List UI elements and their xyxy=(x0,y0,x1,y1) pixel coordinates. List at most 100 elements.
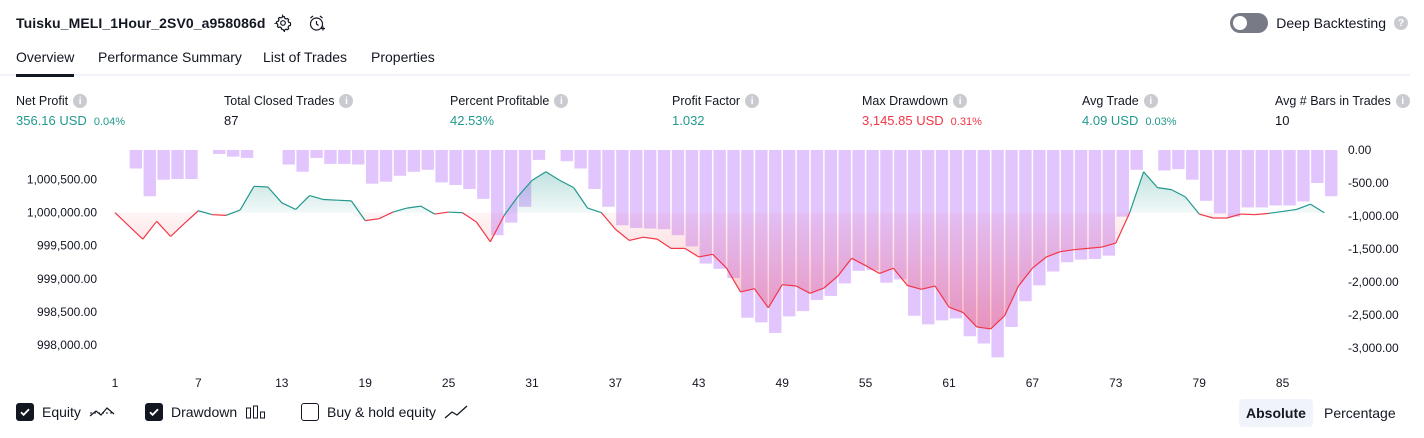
equity-line-segment xyxy=(365,218,380,222)
equity-line-segment xyxy=(1129,171,1145,213)
drawdown-bar xyxy=(1227,150,1241,217)
equity-drawdown-chart[interactable]: 1,000,500.00 1,000,000.00 999,500.00 999,00… xyxy=(0,140,1424,395)
drawdown-checkbox[interactable]: Drawdown xyxy=(145,403,267,421)
info-icon[interactable]: i xyxy=(1395,94,1410,108)
tab-performance-summary[interactable]: Performance Summary xyxy=(98,49,242,65)
equity-line-segment xyxy=(475,221,491,243)
settings-button[interactable] xyxy=(272,12,294,34)
equity-line-segment xyxy=(1046,251,1061,258)
x-axis-tick-label: 73 xyxy=(1109,376,1123,390)
deep-backtesting-toggle[interactable] xyxy=(1230,13,1269,33)
equity-line-segment xyxy=(295,195,311,210)
equity-line-segment xyxy=(350,200,366,221)
equity-line-segment xyxy=(462,212,477,223)
help-icon[interactable]: ? xyxy=(1394,16,1408,30)
equity-line-segment xyxy=(948,306,964,313)
equity-line-segment xyxy=(1296,203,1311,210)
metric-value: 1.032 xyxy=(672,113,705,128)
info-icon[interactable]: i xyxy=(745,94,760,108)
metric-label: Total Closed Trades xyxy=(224,94,335,108)
equity-line-segment xyxy=(823,275,839,289)
drawdown-bar xyxy=(1255,150,1268,208)
equity-checkbox[interactable]: Equity xyxy=(16,403,115,421)
tab-list-of-trades[interactable]: List of Trades xyxy=(263,49,348,65)
drawdown-bar xyxy=(643,150,657,229)
tab-overview[interactable]: Overview xyxy=(16,49,75,77)
drawdown-bar xyxy=(1283,150,1296,206)
equity-line-segment xyxy=(601,212,616,230)
drawdown-bar xyxy=(449,150,462,185)
equity-line-segment xyxy=(684,247,700,258)
equity-line-segment xyxy=(837,257,853,277)
equity-line-segment xyxy=(907,284,922,290)
drawdown-bar xyxy=(477,150,490,199)
x-axis-tick-label: 1 xyxy=(112,376,119,390)
info-icon[interactable]: i xyxy=(339,94,354,108)
drawdown-bar xyxy=(1158,150,1171,171)
equity-line-segment xyxy=(753,288,769,309)
report-tabs: Overview Performance Summary List of Tra… xyxy=(0,44,1410,77)
metric-value: 356.16 USD xyxy=(16,113,87,128)
drawdown-bar xyxy=(630,150,643,228)
absolute-mode-button[interactable]: Absolute xyxy=(1239,399,1313,427)
equity-line-segment xyxy=(337,199,352,202)
left-axis-tick-label: 998,000.00 xyxy=(37,338,97,352)
drawdown-bar xyxy=(1186,150,1199,180)
right-axis-tick-label: -2,000.00 xyxy=(1348,275,1399,289)
equity-line-segment xyxy=(323,198,338,201)
equity-line-segment xyxy=(434,211,449,215)
checkbox-unchecked[interactable] xyxy=(301,403,319,421)
left-axis-tick-label: 1,000,500.00 xyxy=(27,173,97,187)
x-axis-tick-label: 43 xyxy=(692,376,706,390)
equity-line-segment xyxy=(1087,246,1102,249)
equity-line-segment xyxy=(851,257,866,267)
drawdown-bar xyxy=(157,150,170,180)
info-icon[interactable]: i xyxy=(1143,94,1158,108)
equity-line-segment xyxy=(225,209,241,216)
tab-properties[interactable]: Properties xyxy=(371,49,435,65)
equity-line-segment xyxy=(1004,285,1020,316)
x-axis-tick-label: 37 xyxy=(609,376,623,390)
drawdown-bar xyxy=(1311,150,1324,184)
drawdown-bar xyxy=(310,150,323,158)
equity-line-segment xyxy=(559,179,574,189)
equity-line-segment xyxy=(309,194,324,201)
right-axis-tick-label: -500.00 xyxy=(1348,176,1389,190)
drawdown-bar xyxy=(324,150,337,164)
equity-line-segment xyxy=(1018,267,1033,287)
equity-line-segment xyxy=(990,315,1006,330)
metric-label: Avg # Bars in Trades xyxy=(1275,94,1391,108)
info-icon[interactable]: i xyxy=(554,94,569,108)
metric-percent: 0.04% xyxy=(93,116,126,128)
drawdown-bar xyxy=(1325,150,1338,197)
drawdown-bar xyxy=(574,150,587,169)
metric-value: 42.53% xyxy=(450,113,495,128)
info-icon[interactable]: i xyxy=(953,94,968,108)
x-axis-tick-label: 19 xyxy=(359,376,373,390)
buy-hold-line-icon xyxy=(444,405,468,419)
drawdown-bar xyxy=(657,150,671,230)
metric-total-closed-trades: Total Closed Trades i 87 xyxy=(224,94,354,128)
equity-line-segment xyxy=(879,267,894,275)
buy-hold-label: Buy & hold equity xyxy=(327,404,436,420)
x-axis-tick-label: 79 xyxy=(1193,376,1207,390)
equity-line-segment xyxy=(448,211,463,214)
left-axis-tick-label: 998,500.00 xyxy=(37,305,97,319)
drawdown-bar xyxy=(407,150,421,172)
metric-profit-factor: Profit Factor i 1.032 xyxy=(672,94,760,128)
metric-avg-bars-in-trades: Avg # Bars in Trades i 10 xyxy=(1275,94,1410,128)
drawdown-bar xyxy=(365,150,379,184)
info-icon[interactable]: i xyxy=(73,94,88,108)
add-alert-button[interactable] xyxy=(306,12,328,34)
percentage-mode-button[interactable]: Percentage xyxy=(1324,405,1396,421)
checkbox-checked[interactable] xyxy=(145,403,163,421)
buy-hold-checkbox[interactable]: Buy & hold equity xyxy=(301,403,468,421)
equity-line-segment xyxy=(1074,247,1089,251)
equity-line-segment xyxy=(114,212,130,227)
checkbox-checked[interactable] xyxy=(16,403,34,421)
equity-line-segment xyxy=(1268,210,1283,214)
drawdown-bar xyxy=(616,150,629,226)
equity-line-segment xyxy=(156,220,172,237)
equity-line-segment xyxy=(726,267,742,293)
metric-net-profit: Net Profit i 356.16 USD 0.04% xyxy=(16,94,125,128)
